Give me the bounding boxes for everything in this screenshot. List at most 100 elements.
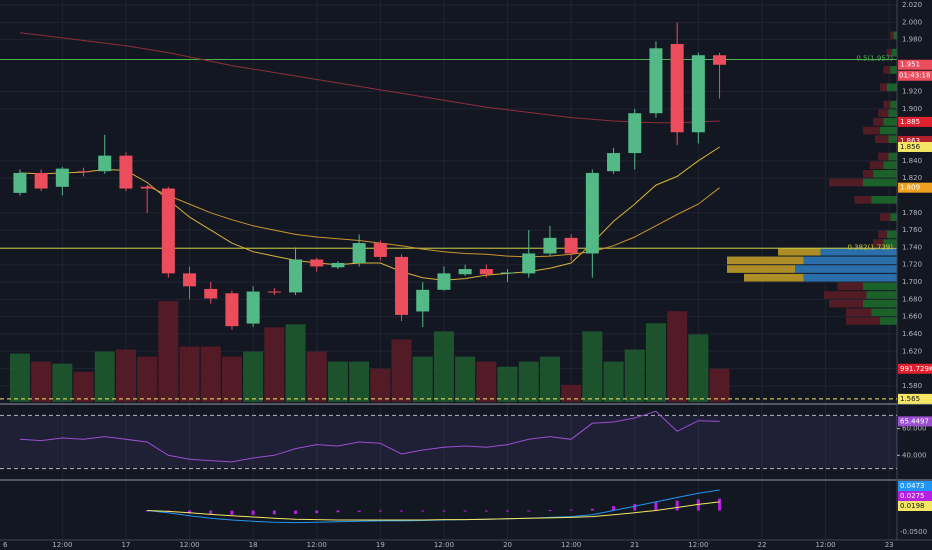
histogram-bar	[251, 510, 255, 515]
histogram-bar	[718, 498, 722, 511]
price-badge	[898, 59, 932, 70]
y-tick-label: 1.720	[902, 261, 922, 269]
candle-body	[522, 253, 536, 274]
x-tick-label: 12:00	[434, 541, 454, 549]
countdown-badge	[898, 70, 932, 81]
profile-up	[886, 230, 897, 239]
histogram-bar	[294, 510, 298, 514]
x-tick-label: 6	[3, 541, 8, 549]
candle-body	[77, 171, 91, 173]
candle-body	[670, 43, 684, 133]
profile-up	[863, 178, 897, 187]
profile-up	[883, 239, 897, 247]
volume-bar	[561, 384, 582, 402]
candle-body	[628, 113, 642, 154]
price-badge	[898, 141, 932, 152]
histogram-bar	[315, 510, 319, 514]
price-badge	[898, 363, 932, 374]
volume-bar	[624, 349, 645, 402]
profile-up	[890, 66, 897, 74]
candle-body	[543, 237, 557, 254]
histogram-bar	[336, 510, 340, 513]
histogram-bar	[569, 509, 573, 511]
price-badge-label: 0.0198	[900, 502, 925, 510]
y-tick-label: 1.980	[902, 36, 922, 44]
y-tick-label: 1.640	[902, 330, 922, 338]
candle-body	[585, 172, 599, 254]
profile-down	[837, 282, 863, 291]
candle-body	[246, 291, 260, 324]
profile-down	[854, 195, 872, 204]
x-tick-label: 12:00	[179, 541, 199, 549]
profile-down	[883, 100, 891, 109]
profile-up	[820, 247, 897, 256]
x-tick-label: 20	[503, 541, 512, 549]
price-badge-label: 1.565	[900, 395, 920, 403]
profile-down	[863, 169, 874, 178]
histogram-bar	[230, 510, 234, 515]
candle-body	[267, 291, 281, 293]
y-tick-label: 1.920	[902, 88, 922, 96]
volume-bar	[709, 368, 730, 402]
x-tick-label: 23	[885, 541, 894, 549]
countdown: 01:43:18	[899, 72, 930, 80]
histogram-bar	[612, 506, 616, 511]
volume-bar	[391, 339, 412, 402]
profile-down	[863, 126, 880, 135]
candle-body	[161, 188, 175, 274]
volume-bar	[94, 351, 115, 402]
volume-bar	[518, 361, 539, 402]
profile-up	[890, 100, 897, 109]
volume-bar	[243, 351, 264, 402]
profile-down	[744, 273, 804, 282]
profile-up	[891, 48, 897, 57]
x-tick-label: 18	[249, 541, 258, 549]
volume-bar	[476, 361, 497, 402]
histogram-bar	[421, 510, 425, 512]
volume-bar	[179, 346, 200, 402]
y-tick-label: 1.820	[902, 174, 922, 182]
fib-label: 0.382(1.739)	[847, 243, 893, 251]
candle-body	[479, 269, 493, 275]
candle-body	[416, 289, 430, 312]
profile-up	[888, 135, 897, 144]
profile-up	[795, 265, 897, 273]
profile-up	[880, 126, 897, 135]
histogram-bar	[633, 504, 637, 511]
price-badge-label: 1.809	[900, 184, 920, 192]
profile-down	[890, 31, 894, 40]
volume-bar	[349, 361, 370, 402]
candle-body	[458, 269, 472, 275]
candle-body	[310, 259, 324, 267]
fib-label: 0.5(1.957)	[856, 55, 893, 63]
histogram-bar	[675, 500, 679, 511]
histogram-bar	[506, 510, 510, 512]
candle-body	[649, 48, 663, 114]
price-badge	[898, 393, 932, 404]
histogram-bar	[484, 510, 488, 512]
candle-body	[713, 55, 727, 65]
profile-down	[727, 265, 795, 273]
profile-down	[874, 135, 889, 144]
histogram-bar	[272, 510, 276, 515]
moving-average	[146, 185, 720, 258]
candle-body	[289, 259, 303, 293]
volume-bar	[433, 331, 454, 402]
y-tick-label: 1.620	[902, 347, 922, 355]
candle-body	[501, 272, 515, 274]
price-badge-label: 1.951	[900, 61, 920, 69]
y-tick-label: 1.760	[902, 226, 922, 234]
profile-up	[888, 109, 897, 118]
profile-up	[893, 31, 897, 40]
y-tick-label: 2.020	[902, 1, 922, 9]
moving-average	[19, 32, 720, 124]
x-tick-label: 21	[630, 541, 639, 549]
profile-up	[863, 299, 897, 308]
profile-down	[880, 83, 887, 92]
histogram-bar	[209, 510, 213, 515]
histogram-bar	[548, 510, 552, 512]
histogram-bar	[590, 508, 594, 511]
profile-up	[803, 256, 897, 265]
candle-body	[13, 172, 27, 193]
profile-down	[873, 118, 884, 126]
